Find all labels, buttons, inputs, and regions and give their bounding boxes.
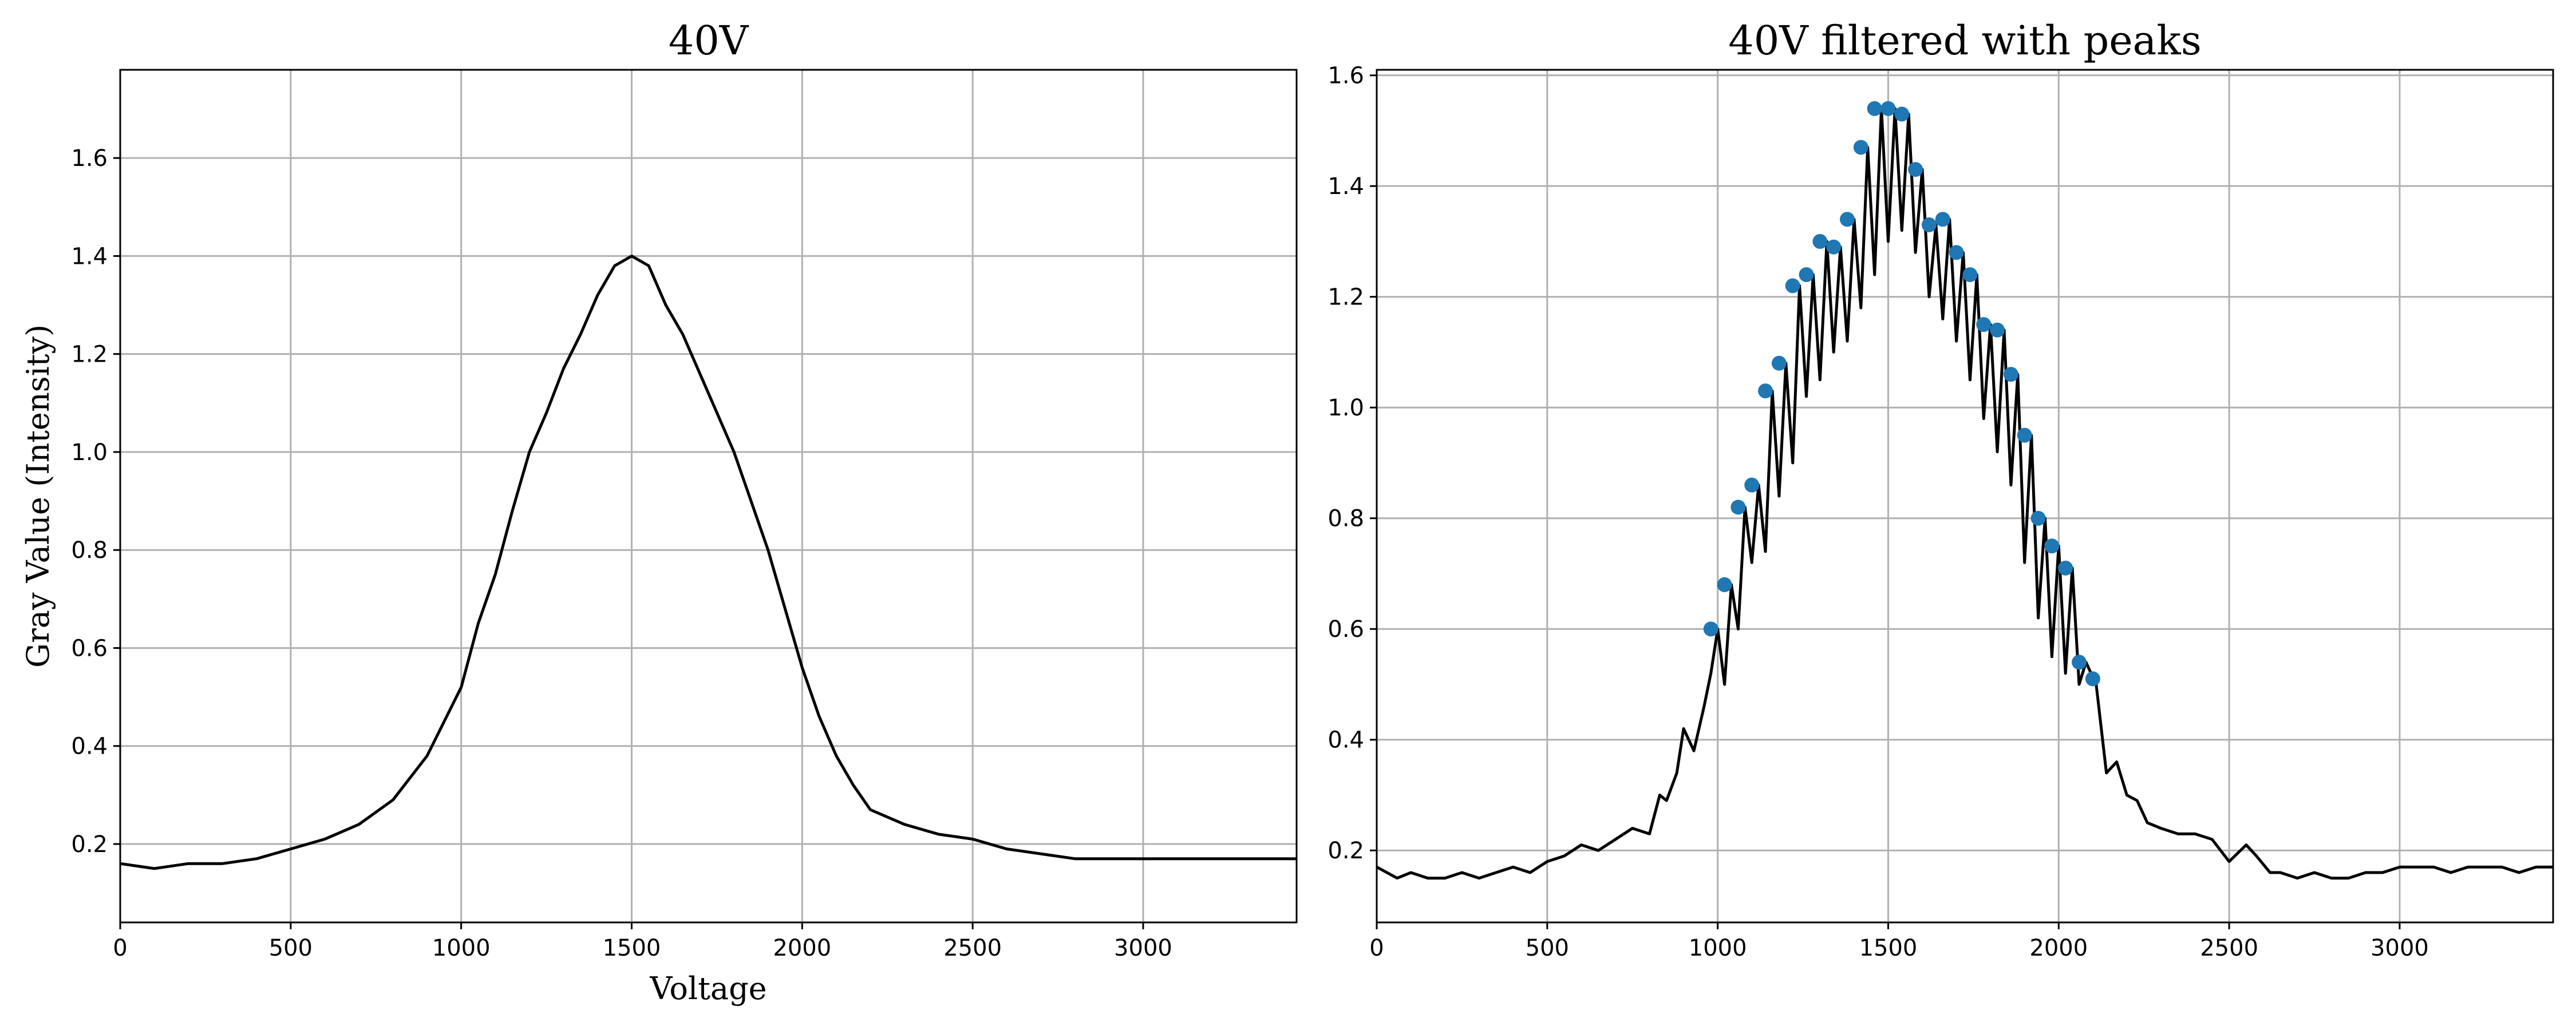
right-x-tick-label: 1000 bbox=[1689, 935, 1747, 961]
right-peak-marker bbox=[1785, 278, 1800, 294]
right-peak-marker bbox=[1962, 267, 1978, 282]
right-peak-marker bbox=[1771, 355, 1787, 371]
left-chart-title: 40V bbox=[669, 17, 749, 64]
right-peak-marker bbox=[1812, 233, 1828, 249]
right-peak-marker bbox=[2072, 655, 2087, 670]
right-y-tick-label: 1.0 bbox=[1327, 395, 1364, 421]
right-peak-marker bbox=[1880, 101, 1896, 116]
left-x-axis-label: Voltage bbox=[649, 970, 767, 1007]
right-peak-marker bbox=[1799, 267, 1814, 282]
left-x-tick-label: 2500 bbox=[943, 935, 1002, 961]
right-series-line bbox=[1376, 107, 2553, 880]
left-x-tick-label: 1000 bbox=[432, 935, 491, 961]
right-peak-marker bbox=[2030, 510, 2046, 526]
right-peak-marker bbox=[1976, 317, 1992, 332]
right-plot-frame bbox=[1376, 69, 2554, 924]
left-plot-frame bbox=[119, 69, 1298, 924]
right-x-tick-label: 1500 bbox=[1859, 935, 1918, 961]
left-y-tick-label: 0.8 bbox=[71, 537, 108, 564]
right-x-tick-label: 2000 bbox=[2029, 935, 2088, 961]
right-peak-marker bbox=[1703, 621, 1718, 637]
right-x-tick-label: 2500 bbox=[2200, 935, 2258, 961]
right-y-tick-label: 0.2 bbox=[1327, 838, 1364, 864]
right-y-tick-label: 0.8 bbox=[1327, 506, 1364, 532]
right-y-tick-label: 0.4 bbox=[1327, 727, 1364, 754]
chart-right: 0 500 1000 1500 2000 2500 3000 0.2 0.4 0.6 0.8 1.0 1… bbox=[1327, 17, 2554, 961]
right-x-tick-label: 0 bbox=[1369, 935, 1384, 961]
right-peak-marker bbox=[1730, 500, 1746, 515]
right-peak-marker bbox=[1826, 239, 1842, 255]
left-y-axis-label: Gray Value (Intensity) bbox=[20, 324, 56, 668]
right-peak-marker bbox=[1908, 162, 1923, 177]
left-x-tick-label: 1500 bbox=[603, 935, 661, 961]
left-x-tick-label: 500 bbox=[269, 935, 313, 961]
right-peak-marker bbox=[1921, 217, 1937, 232]
chart-left: 0 500 1000 1500 2000 2500 3000 0.2 0.4 0.6 0.8 1.0 1… bbox=[20, 17, 1298, 1007]
left-y-tick-label: 0.4 bbox=[71, 734, 108, 760]
right-peak-marker bbox=[1867, 101, 1882, 116]
right-peak-marker bbox=[1990, 322, 2005, 338]
left-y-tick-label: 1.2 bbox=[71, 342, 108, 368]
right-peak-marker bbox=[1717, 577, 1732, 592]
left-series-line bbox=[120, 254, 1297, 870]
right-peak-marker bbox=[1744, 477, 1760, 493]
right-x-tick-label: 500 bbox=[1526, 935, 1569, 961]
right-peak-marker bbox=[2058, 560, 2073, 576]
right-peak-marker bbox=[1949, 245, 1964, 260]
left-y-tick-label: 1.4 bbox=[71, 243, 108, 270]
left-x-tick-label: 3000 bbox=[1114, 935, 1172, 961]
left-y-tick-label: 0.2 bbox=[71, 831, 108, 858]
right-peak-marker bbox=[2085, 671, 2100, 687]
left-x-tick-label: 2000 bbox=[773, 935, 831, 961]
right-peak-marker bbox=[2003, 367, 2018, 382]
right-peak-marker bbox=[1840, 212, 1855, 227]
left-y-tick-label: 0.6 bbox=[71, 635, 108, 661]
right-y-tick-label: 1.6 bbox=[1327, 63, 1364, 89]
right-peak-marker bbox=[1758, 383, 1773, 399]
right-peak-marker bbox=[1894, 106, 1910, 122]
right-peak-marker bbox=[2044, 538, 2060, 554]
right-y-tick-label: 1.4 bbox=[1327, 173, 1364, 200]
right-x-tick-label: 3000 bbox=[2370, 935, 2429, 961]
left-x-tick-label: 0 bbox=[113, 935, 127, 961]
right-y-tick-label: 1.2 bbox=[1327, 284, 1364, 311]
right-chart-title: 40V filtered with peaks bbox=[1728, 17, 2202, 64]
right-y-tick-label: 0.6 bbox=[1327, 616, 1364, 643]
right-peak-marker bbox=[2017, 427, 2032, 443]
right-peak-marker bbox=[1935, 212, 1950, 227]
right-peak-marker bbox=[1853, 140, 1868, 155]
left-y-tick-label: 1.0 bbox=[71, 439, 108, 466]
left-y-tick-label: 1.6 bbox=[71, 145, 108, 172]
